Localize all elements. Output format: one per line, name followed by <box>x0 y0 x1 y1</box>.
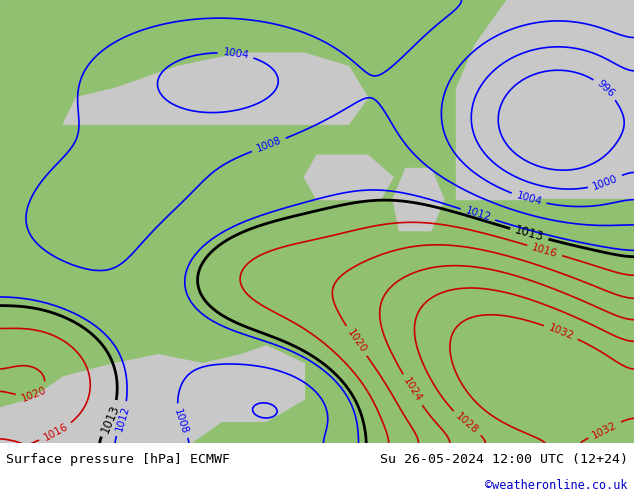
Text: 1004: 1004 <box>222 47 249 61</box>
Polygon shape <box>304 155 393 199</box>
Polygon shape <box>393 169 444 231</box>
Text: Su 26-05-2024 12:00 UTC (12+24): Su 26-05-2024 12:00 UTC (12+24) <box>380 453 628 466</box>
Text: 1012: 1012 <box>464 206 492 223</box>
Text: 1016: 1016 <box>531 242 559 259</box>
Text: 1032: 1032 <box>547 322 575 342</box>
Text: 1016: 1016 <box>42 421 70 443</box>
Polygon shape <box>63 53 368 124</box>
Polygon shape <box>0 355 241 443</box>
Polygon shape <box>456 0 634 199</box>
Text: 1020: 1020 <box>345 327 368 355</box>
Text: 1013: 1013 <box>99 403 122 435</box>
Polygon shape <box>476 199 634 443</box>
Text: 1012: 1012 <box>114 405 131 433</box>
Text: 1020: 1020 <box>20 385 48 404</box>
Text: 1000: 1000 <box>592 173 619 192</box>
Text: 1032: 1032 <box>591 420 619 441</box>
Text: 1008: 1008 <box>255 135 283 154</box>
Text: 1008: 1008 <box>172 407 190 435</box>
Text: ©weatheronline.co.uk: ©weatheronline.co.uk <box>485 479 628 490</box>
Text: 996: 996 <box>595 78 616 99</box>
Text: 1028: 1028 <box>454 411 480 436</box>
Text: 1013: 1013 <box>513 224 545 244</box>
Polygon shape <box>178 346 304 421</box>
Text: Surface pressure [hPa] ECMWF: Surface pressure [hPa] ECMWF <box>6 453 230 466</box>
Polygon shape <box>0 0 634 443</box>
Text: 1004: 1004 <box>515 191 543 207</box>
Text: 1024: 1024 <box>401 376 424 404</box>
